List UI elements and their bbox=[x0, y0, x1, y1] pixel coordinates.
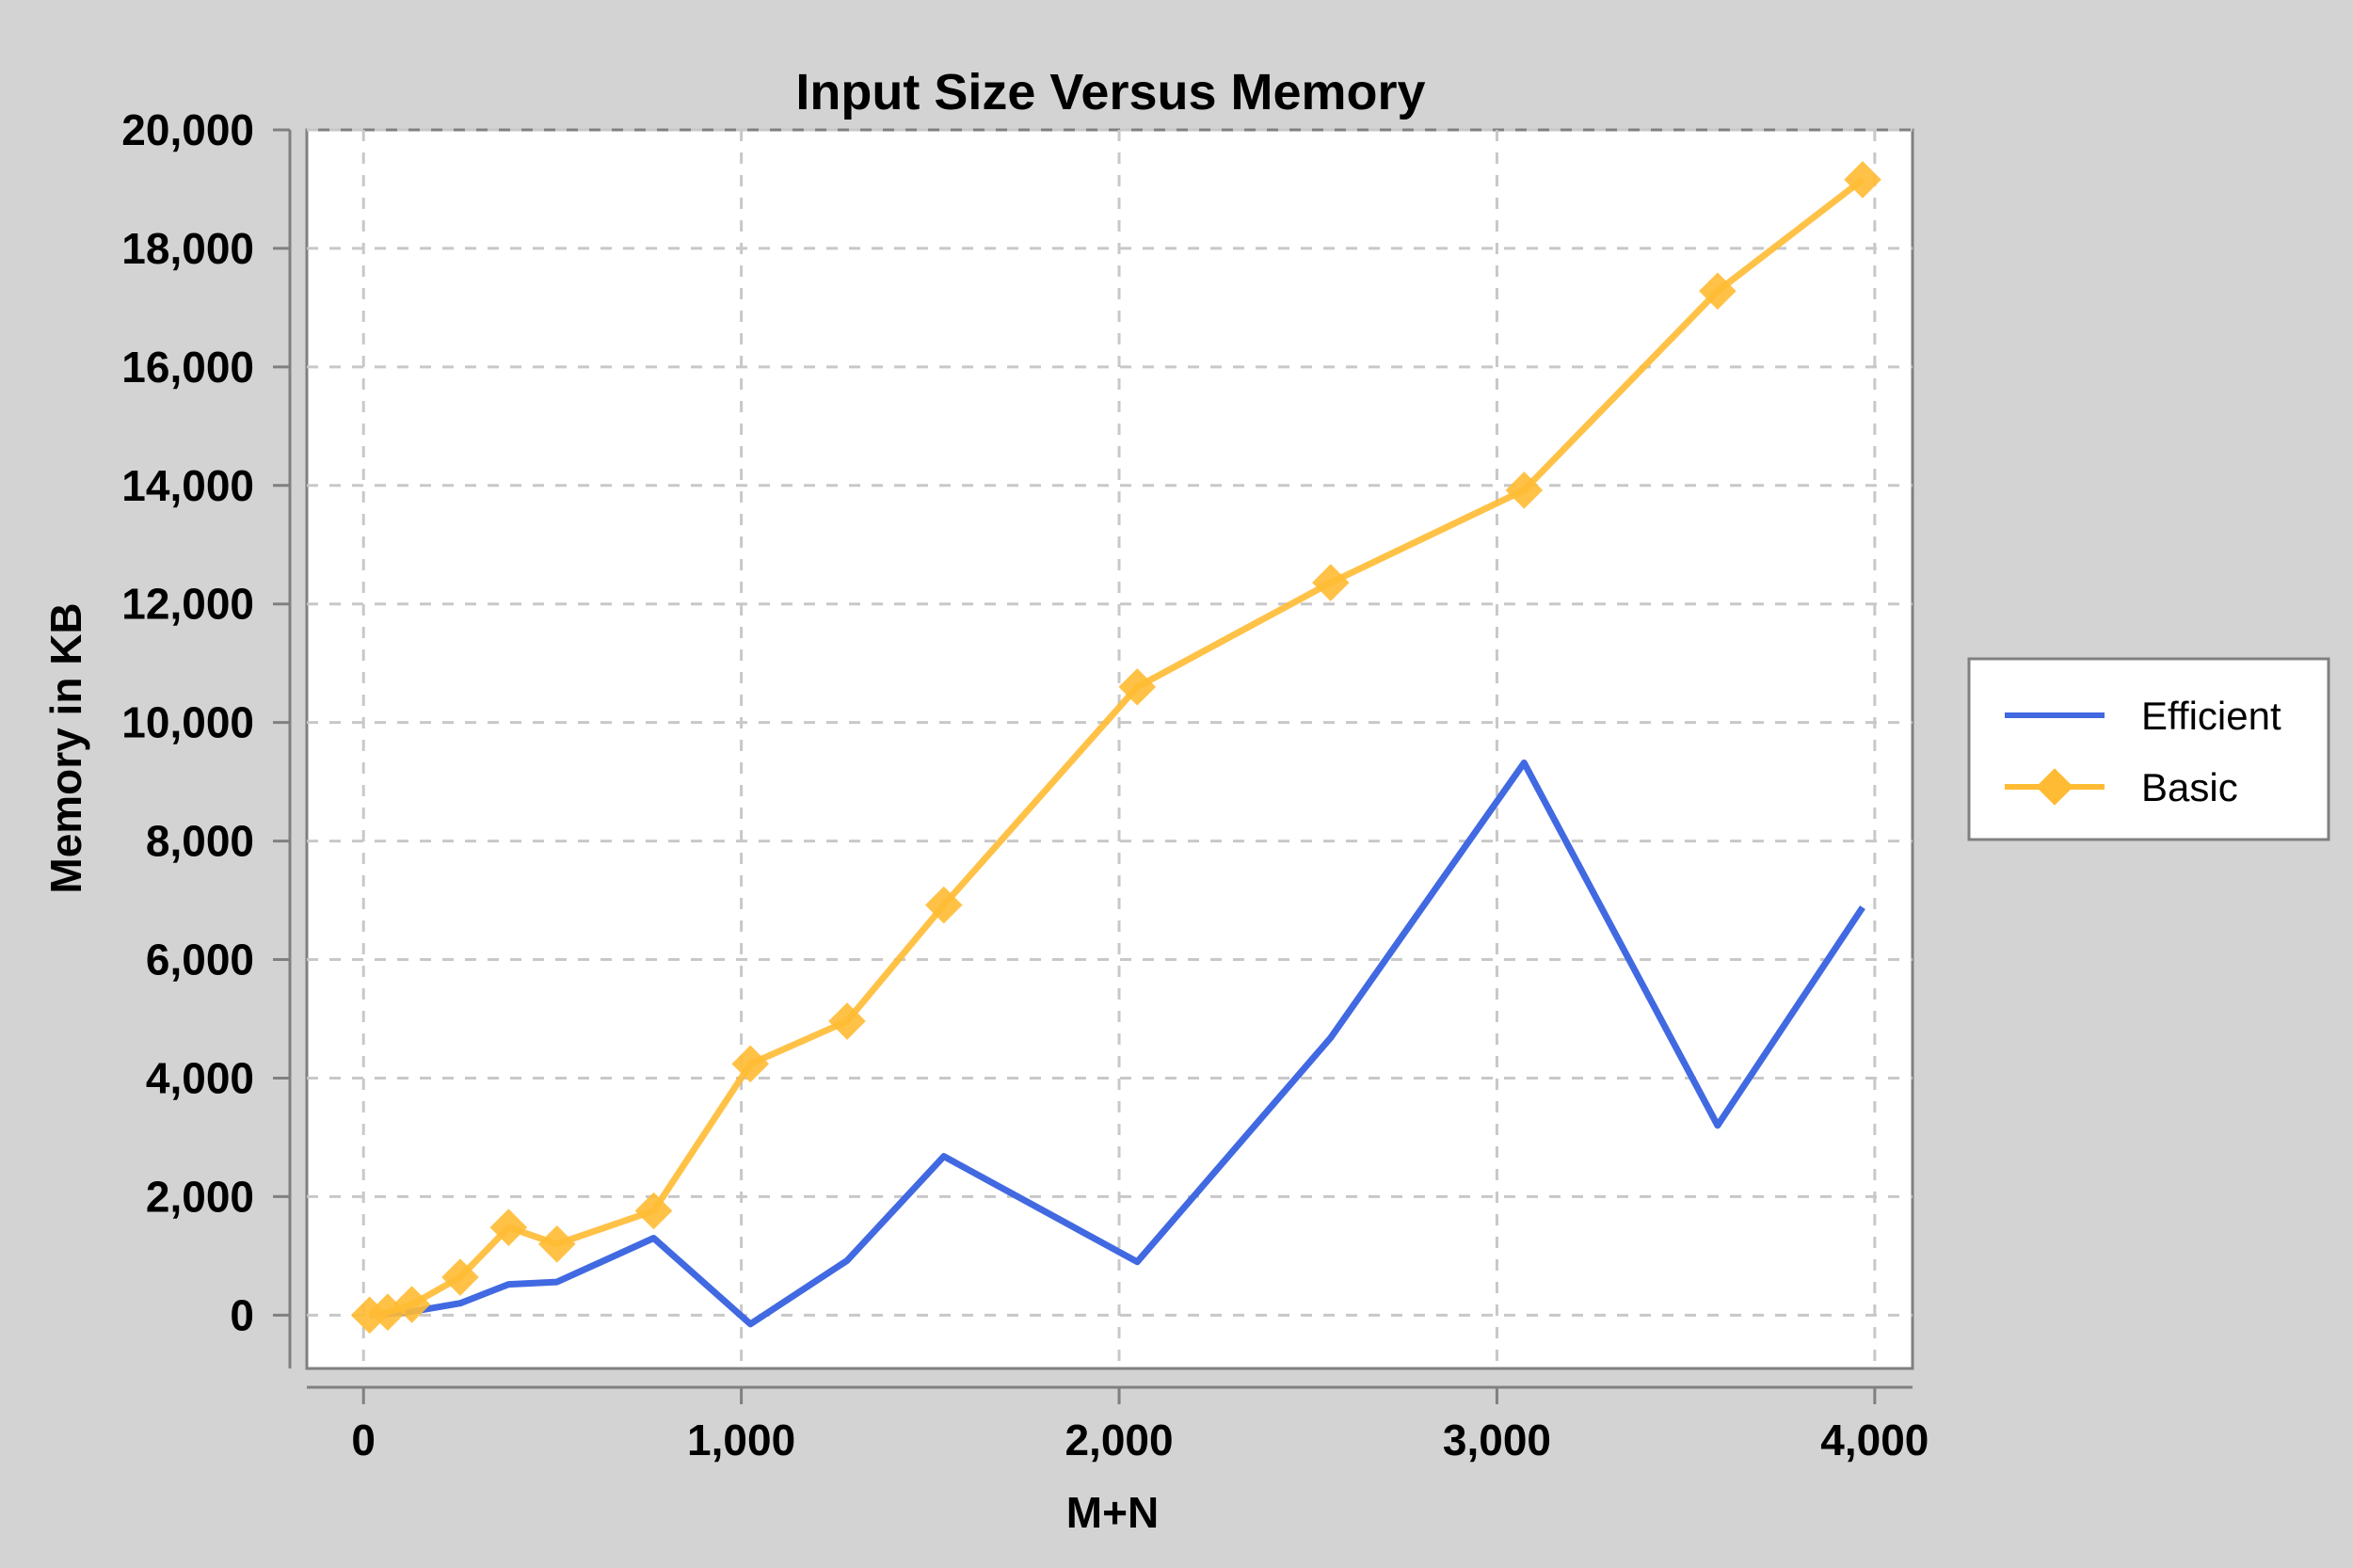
data-point-basic bbox=[1118, 668, 1157, 706]
data-point-basic bbox=[489, 1208, 528, 1246]
y-tick-label: 2,000 bbox=[146, 1172, 254, 1221]
data-point-basic bbox=[731, 1045, 770, 1083]
y-tick-label: 12,000 bbox=[121, 580, 254, 629]
x-tick-label: 1,000 bbox=[687, 1416, 795, 1464]
chart-title: Input Size Versus Memory bbox=[795, 64, 1425, 120]
y-tick-label: 0 bbox=[230, 1290, 254, 1339]
y-axis-title: Memory in KB bbox=[41, 602, 90, 893]
legend-box bbox=[1967, 657, 2330, 841]
data-point-basic bbox=[924, 886, 963, 924]
axes: 0 2,000 4,000 6,000 8,000 10,000 12,000 14,000 1… bbox=[121, 105, 1929, 1464]
y-tick-label: 20,000 bbox=[121, 105, 254, 154]
x-tick-label: 4,000 bbox=[1820, 1416, 1929, 1464]
y-tick-label: 8,000 bbox=[146, 817, 254, 866]
legend-label-basic: Basic bbox=[2141, 765, 2238, 809]
data-point-basic bbox=[634, 1192, 673, 1230]
plot-area bbox=[305, 128, 1914, 1370]
legend-marker-basic bbox=[2036, 768, 2073, 806]
data-point-basic bbox=[828, 1002, 866, 1040]
y-tick-label: 6,000 bbox=[146, 936, 254, 984]
legend: Efficient Basic bbox=[1967, 657, 2330, 841]
y-tick-label: 14,000 bbox=[121, 461, 254, 510]
data-point-basic bbox=[537, 1224, 576, 1263]
y-tick-label: 4,000 bbox=[146, 1053, 254, 1102]
y-tick-label: 18,000 bbox=[121, 224, 254, 273]
y-tick-label: 16,000 bbox=[121, 343, 254, 392]
x-axis-title: M+N bbox=[1066, 1488, 1159, 1537]
series-line-efficient bbox=[369, 760, 1865, 1328]
x-tick-label: 0 bbox=[351, 1416, 376, 1464]
x-tick-label: 3,000 bbox=[1443, 1416, 1551, 1464]
y-tick-label: 10,000 bbox=[121, 698, 254, 747]
series-lines bbox=[350, 161, 1881, 1335]
data-point-basic bbox=[1312, 564, 1350, 601]
grid-lines bbox=[307, 128, 1913, 1368]
legend-label-efficient: Efficient bbox=[2141, 694, 2281, 738]
x-tick-label: 2,000 bbox=[1064, 1416, 1173, 1464]
